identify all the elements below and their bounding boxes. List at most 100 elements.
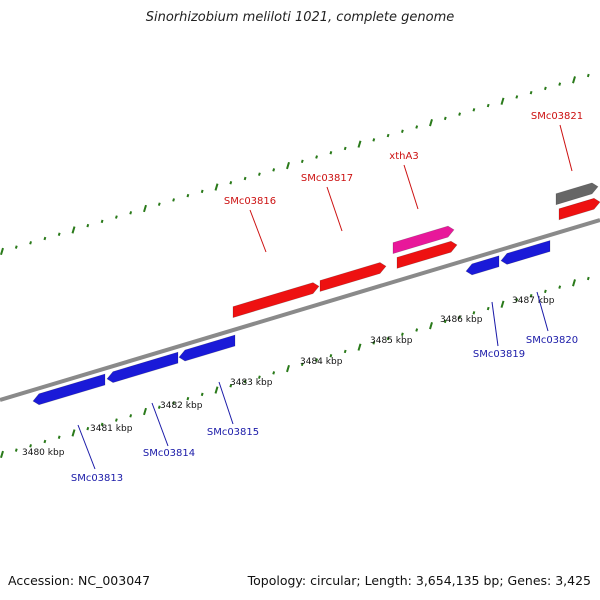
minor-tick	[43, 236, 47, 241]
minor-tick	[329, 151, 333, 155]
gene-label-SMc03817: SMc03817	[301, 173, 353, 184]
gene-label-SMc03820: SMc03820	[526, 335, 578, 346]
leader-line	[403, 164, 419, 210]
gene-labels: SMc03816 SMc03817 xthA3 SMc03821 SMc03813 SMc…	[71, 111, 583, 484]
gene-arrow-SMc03815	[178, 334, 236, 362]
minor-tick	[29, 241, 32, 245]
gene-arrow-SMc03813	[32, 373, 106, 406]
major-tick	[357, 343, 362, 351]
major-tick	[71, 429, 76, 437]
minor-tick	[343, 349, 347, 354]
leader-line	[218, 381, 234, 425]
genome-backbone	[0, 218, 600, 402]
minor-tick	[43, 439, 47, 444]
minor-tick	[86, 223, 90, 228]
minor-tick	[172, 198, 175, 202]
minor-tick	[186, 396, 190, 401]
minor-tick	[515, 95, 519, 99]
major-tick	[500, 97, 505, 105]
leader-line	[151, 402, 169, 447]
major-tick	[0, 450, 4, 459]
minor-tick	[200, 392, 204, 397]
major-tick	[429, 322, 433, 330]
minor-tick	[157, 202, 161, 206]
major-tick	[214, 183, 219, 191]
minor-tick	[472, 311, 476, 315]
minor-tick	[315, 155, 318, 159]
minor-tick	[29, 444, 32, 448]
kbp-label: 3484 kbp	[300, 357, 343, 367]
leader-line	[559, 124, 573, 172]
gene-arrow-SMc03816	[232, 282, 320, 319]
minor-tick	[129, 414, 133, 418]
minor-tick	[586, 276, 590, 281]
minor-tick	[544, 289, 547, 294]
minor-tick	[186, 193, 190, 198]
minor-tick	[458, 315, 461, 319]
kbp-label: 3480 kbp	[22, 448, 65, 458]
major-tick	[572, 76, 576, 84]
major-tick	[572, 279, 576, 287]
minor-tick	[115, 215, 118, 219]
gene-arrow-SMc03819	[465, 255, 500, 276]
major-tick	[357, 140, 362, 148]
minor-tick	[243, 176, 247, 181]
minor-tick	[401, 332, 404, 337]
minor-tick	[272, 168, 276, 172]
minor-tick	[258, 375, 261, 379]
reverse-tick-ring	[0, 276, 590, 459]
major-tick	[286, 161, 290, 170]
forward-genes	[232, 182, 600, 319]
leader-line	[77, 424, 96, 470]
map-title: Sinorhizobium meliloti 1021, complete ge…	[145, 10, 455, 25]
gene-label-xthA3: xthA3	[389, 151, 418, 162]
minor-tick	[515, 298, 519, 302]
minor-tick	[115, 418, 118, 422]
minor-tick	[300, 362, 304, 367]
minor-tick	[100, 422, 104, 427]
gene-label-SMc03813: SMc03813	[71, 473, 123, 484]
minor-tick	[401, 129, 404, 134]
minor-tick	[315, 358, 318, 362]
genome-summary-text: Topology: circular; Length: 3,654,135 bp…	[247, 573, 591, 588]
minor-tick	[372, 138, 376, 142]
minor-tick	[229, 384, 233, 388]
minor-tick	[272, 371, 276, 375]
accession-text: Accession: NC_003047	[8, 573, 151, 588]
major-tick	[429, 119, 433, 127]
minor-tick	[415, 125, 419, 129]
minor-tick	[443, 319, 447, 324]
minor-tick	[14, 245, 18, 249]
major-tick	[214, 386, 219, 394]
minor-tick	[100, 219, 104, 224]
minor-tick	[129, 211, 133, 215]
minor-tick	[372, 341, 376, 345]
kbp-label: 3487 kbp	[512, 296, 555, 306]
gene-label-SMc03819: SMc03819	[473, 349, 525, 360]
gene-label-SMc03814: SMc03814	[143, 448, 195, 459]
major-tick	[0, 247, 4, 256]
minor-tick	[86, 426, 90, 431]
minor-tick	[386, 133, 390, 138]
minor-tick	[443, 116, 447, 121]
minor-tick	[386, 336, 390, 341]
minor-tick	[172, 401, 175, 405]
gene-label-SMc03815: SMc03815	[207, 427, 259, 438]
minor-tick	[57, 435, 61, 439]
minor-tick	[558, 82, 562, 86]
kbp-label: 3482 kbp	[160, 401, 203, 411]
gene-arrow-gray	[555, 182, 599, 206]
kbp-scale-labels: 3480 kbp 3481 kbp 3482 kbp 3483 kbp 3484 kbp…	[22, 296, 555, 458]
gene-label-leaders	[77, 124, 573, 470]
kbp-label: 3486 kbp	[440, 315, 483, 325]
gene-arrow-SMc03817	[319, 262, 387, 292]
minor-tick	[544, 86, 547, 91]
gene-arrow-SMc03814	[106, 351, 179, 383]
gene-arrow-pink	[392, 225, 455, 255]
minor-tick	[486, 103, 490, 108]
leader-line	[536, 291, 549, 332]
major-tick	[143, 407, 147, 416]
minor-tick	[157, 405, 161, 409]
